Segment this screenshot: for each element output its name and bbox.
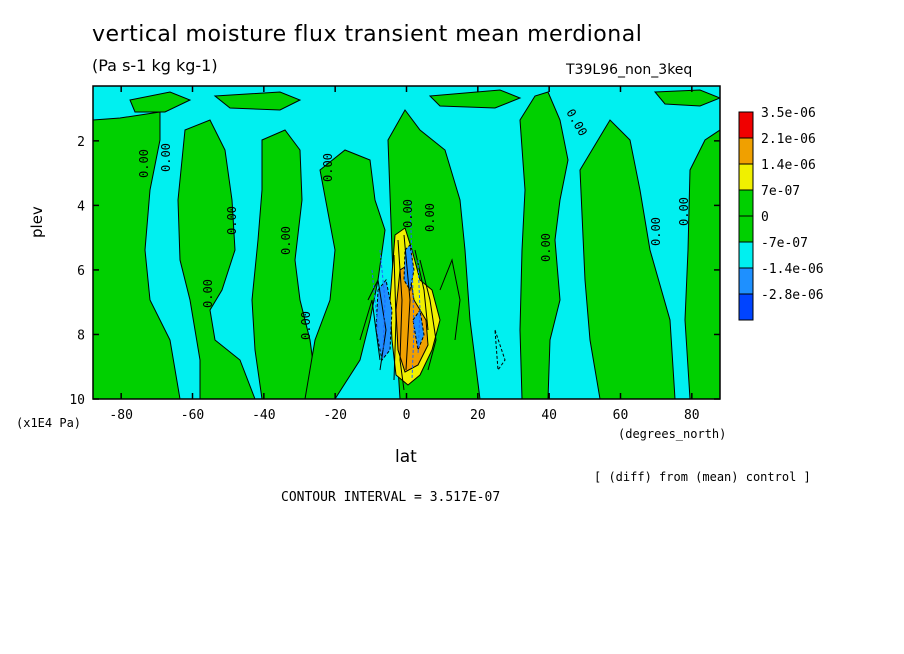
- contour-label: 0.00: [321, 153, 335, 182]
- chart-title: vertical moisture flux transient mean me…: [92, 22, 643, 47]
- contour-label: 0.00: [539, 233, 553, 262]
- x-tick-label: 20: [470, 408, 486, 423]
- x-tick-label: -40: [252, 408, 275, 423]
- x-axis-label: lat: [395, 447, 417, 467]
- x-axis: -80 -60 -40 -20 0 20 40 60 80: [109, 86, 700, 423]
- zero-band-top: [129, 89, 720, 113]
- legend-label: 0: [761, 210, 769, 225]
- zero-band-tropics-south: [304, 149, 386, 399]
- x-tick-label: 40: [541, 408, 557, 423]
- diff-note: [ (diff) from (mean) control ]: [594, 470, 811, 484]
- legend-swatch: [738, 293, 754, 321]
- negative-contour-lines: [371, 199, 421, 381]
- x-tick-label: 80: [684, 408, 700, 423]
- contour-label: 0.00: [225, 206, 239, 235]
- x-tick-label: -60: [181, 408, 204, 423]
- zero-band-nh-midlat: [579, 119, 676, 399]
- contour-label: 0.00: [401, 199, 415, 228]
- y-axis: 2 4 6 8 10: [69, 135, 720, 408]
- contour-label: 0.00: [677, 197, 691, 226]
- contour-label: 0.00: [137, 149, 151, 178]
- color-legend: 3.5e-06 2.1e-06 1.4e-06 7e-07 0 -7e-07 -1.4e-0…: [738, 106, 824, 321]
- contour-field: 0.00 0.00 0.00 0.00 0.00 0.00 0.00 0.00 …: [93, 86, 720, 399]
- legend-label: -1.4e-06: [761, 262, 824, 277]
- x-tick-label: -80: [109, 408, 132, 423]
- contour-interval: CONTOUR INTERVAL = 3.517E-07: [281, 490, 501, 505]
- legend-label: -2.8e-06: [761, 288, 824, 303]
- legend-label: 1.4e-06: [761, 158, 816, 173]
- legend-swatch: [738, 241, 754, 269]
- y-tick-label: 4: [77, 199, 85, 214]
- x-tick-label: 60: [613, 408, 629, 423]
- contour-lines: [359, 234, 506, 391]
- contour-label: 0.00: [299, 311, 313, 340]
- legend-swatch: [738, 189, 754, 217]
- legend-swatch: [738, 215, 754, 243]
- zero-band-northpole: [684, 129, 720, 399]
- legend-swatch: [738, 137, 754, 165]
- y-tick-label: 10: [69, 393, 85, 408]
- zero-band-southpole: [93, 86, 181, 399]
- legend-label: -7e-07: [761, 236, 808, 251]
- contour-label: 0.00: [159, 143, 173, 172]
- legend-swatch: [738, 267, 754, 295]
- contour-label: 0.00: [423, 203, 437, 232]
- legend-label: 2.1e-06: [761, 132, 816, 147]
- x-axis-units: (degrees_north): [618, 427, 727, 441]
- y-tick-label: 8: [77, 328, 85, 343]
- zero-band-nh-subtropics: [519, 91, 569, 399]
- legend-swatch: [738, 111, 754, 139]
- zero-band-south-mid: [177, 119, 256, 399]
- contour-label: 0.00: [201, 279, 215, 308]
- legend-label: 7e-07: [761, 184, 800, 199]
- contour-label: 0.00: [279, 226, 293, 255]
- contour-label: 0.00: [649, 217, 663, 246]
- legend-swatch: [738, 163, 754, 191]
- x-tick-label: 0: [403, 408, 411, 423]
- y-tick-label: 2: [77, 135, 85, 150]
- y-tick-label: 6: [77, 264, 85, 279]
- legend-label: 3.5e-06: [761, 106, 816, 121]
- y-axis-units: (x1E4 Pa): [16, 416, 82, 430]
- y-axis-label: plev: [28, 206, 46, 238]
- x-tick-label: -20: [323, 408, 346, 423]
- run-label: T39L96_non_3keq: [566, 62, 693, 78]
- chart-units: (Pa s-1 kg kg-1): [92, 56, 218, 75]
